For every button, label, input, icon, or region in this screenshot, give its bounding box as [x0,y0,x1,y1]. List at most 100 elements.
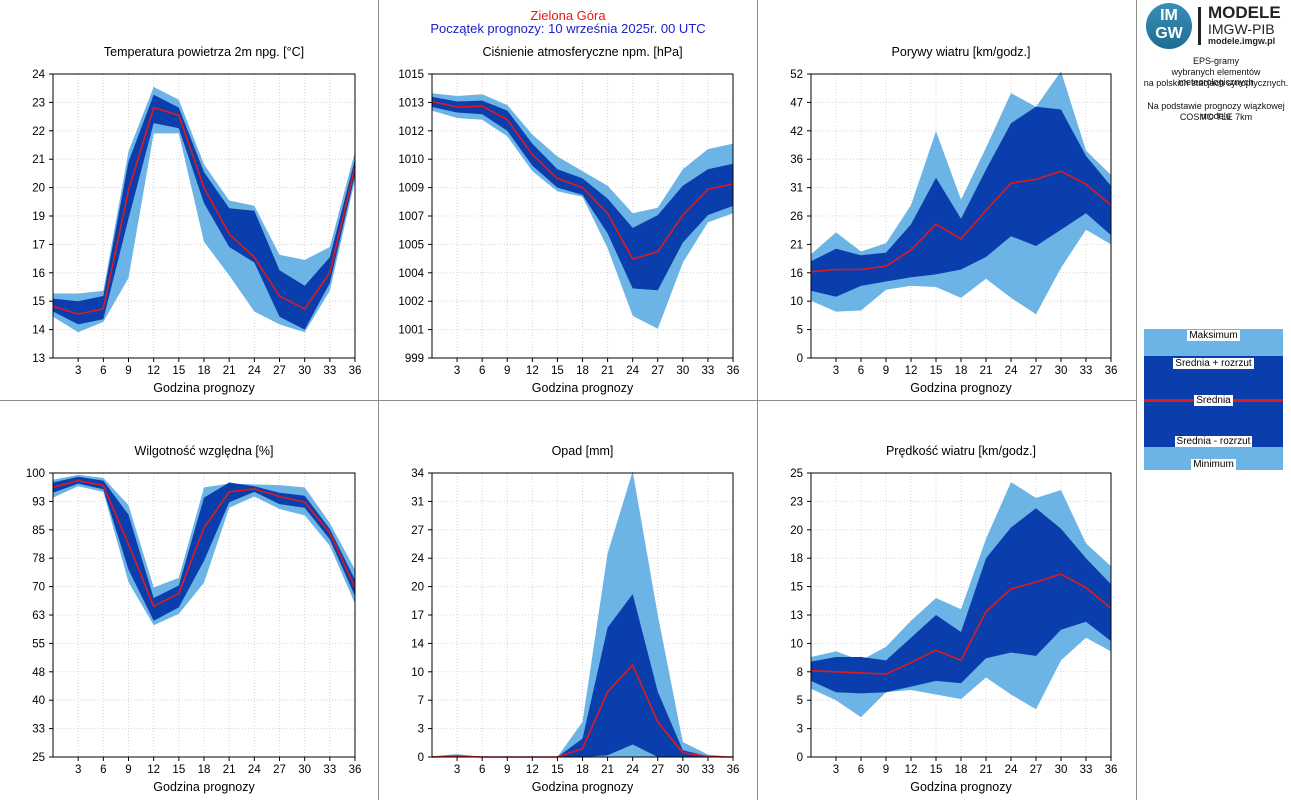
humidity-xtick-label: 18 [198,764,211,776]
legend-band-outer-bottom [1144,447,1283,470]
temperature-xtick-label: 30 [298,365,311,377]
pressure-xtick-label: 30 [676,365,689,377]
wind_gusts-xtick-label: 36 [1105,365,1118,377]
wind_gusts-ytick-label: 0 [797,353,803,365]
wind_gusts-xtick-label: 33 [1080,365,1093,377]
wind_gusts-ytick-label: 31 [790,183,803,195]
temperature-ytick-label: 16 [32,268,45,280]
humidity-mean-line [52,479,356,608]
logo-emblem-line2: GW [1155,25,1183,42]
wind_speed-xlabel: Godzina prognozy [910,780,1012,794]
pressure-xtick-label: 33 [702,365,715,377]
wind_gusts-mean-line [810,170,1112,273]
logo-url: modele.imgw.pl [1208,36,1276,46]
wind_speed-ytick-label: 3 [797,724,803,736]
wind_gusts-ytick-label: 42 [790,126,803,138]
pressure-ytick-label: 1004 [398,268,424,280]
wind_speed-ytick-label: 8 [797,667,803,679]
logo-title: MODELE [1208,3,1281,22]
description-line-2: wybranych elementów meteorologicznych [1171,67,1261,87]
precipitation-xtick-label: 24 [626,764,639,776]
humidity-chart: Wilgotność względna [%]25334048556370788… [26,444,362,794]
temperature-ytick-label: 19 [32,211,45,223]
precipitation-xlabel: Godzina prognozy [532,780,634,794]
wind_gusts-ytick-label: 21 [790,239,803,251]
wind_speed-mean-line [810,573,1112,675]
pressure-xtick-label: 21 [601,365,614,377]
humidity-xtick-label: 12 [147,764,160,776]
station-name: Zielona Góra [530,8,606,23]
precipitation-ytick-label: 27 [411,525,424,537]
description-line-1: EPS-gramy [1192,56,1239,66]
wind_speed-xtick-label: 15 [930,764,943,776]
wind_speed-ytick-label: 25 [790,468,803,480]
wind_speed-xtick-label: 27 [1030,764,1043,776]
humidity-xtick-label: 33 [323,764,336,776]
wind_gusts-xtick-label: 15 [930,365,943,377]
humidity-xtick-label: 6 [100,764,106,776]
wind_gusts-ytick-label: 16 [790,268,803,280]
precipitation-ytick-label: 14 [411,638,424,650]
wind_gusts-chart: Porywy wiatru [km/godz.]0510162126313642… [790,45,1117,395]
logo-emblem-line1: IM [1160,7,1178,24]
temperature-xtick-label: 18 [198,365,211,377]
precipitation-ytick-label: 31 [411,496,424,508]
pressure-xtick-label: 27 [651,365,664,377]
pressure-ytick-label: 1001 [398,325,424,337]
humidity-ytick-label: 55 [32,638,45,650]
temperature-xtick-label: 33 [323,365,336,377]
humidity-xtick-label: 21 [223,764,236,776]
legend: Maksimum Średnia + rozrzut Średnia Średn… [1144,329,1283,470]
wind_gusts-ytick-label: 5 [797,325,803,337]
humidity-spread-band [53,476,355,621]
humidity-ytick-label: 40 [32,695,45,707]
pressure-title: Ciśnienie atmosferyczne npm. [hPa] [482,45,682,59]
pressure-chart: Ciśnienie atmosferyczne npm. [hPa] 999 100… [398,45,739,395]
humidity-xtick-label: 9 [125,764,131,776]
humidity-xtick-label: 27 [273,764,286,776]
precipitation-xtick-label: 21 [601,764,614,776]
wind_speed-xtick-label: 18 [955,764,968,776]
wind_gusts-ytick-label: 26 [790,211,803,223]
wind_gusts-xtick-label: 3 [833,365,839,377]
pressure-xtick-label: 12 [526,365,539,377]
wind_speed-xtick-label: 21 [980,764,993,776]
precipitation-xtick-label: 3 [454,764,460,776]
precipitation-ytick-label: 20 [411,582,424,594]
wind_gusts-xtick-label: 21 [980,365,993,377]
imgw-logo[interactable]: IM GW MODELE IMGW-PIB modele.imgw.pl [1146,3,1288,49]
temperature-ytick-label: 22 [32,126,45,138]
pressure-xlabel: Godzina prognozy [532,381,634,395]
temperature-xtick-label: 15 [172,365,185,377]
humidity-ytick-label: 48 [32,667,45,679]
temperature-ytick-label: 15 [32,296,45,308]
description-line-5: COSMO TLE 7km [1179,112,1253,122]
imgw-logo-emblem: IM GW [1146,3,1192,49]
precipitation-ytick-label: 24 [411,553,424,565]
description-line-4: Na podstawie prognozy wiązkowej modelu [1147,101,1285,121]
temperature-chart: Temperatura powietrza 2m npg. [°C] 13 14 15… [32,45,361,395]
legend-label-min: Minimum [1191,459,1236,470]
temperature-ytick-label: 21 [32,154,45,166]
precipitation-ytick-label: 3 [418,724,424,736]
temperature-xtick-label: 21 [223,365,236,377]
temperature-mean-line [52,106,356,315]
wind_gusts-xtick-label: 9 [883,365,889,377]
pressure-xtick-label: 9 [504,365,510,377]
humidity-title: Wilgotność względna [%] [135,444,274,458]
wind_speed-xtick-label: 9 [883,764,889,776]
wind_speed-xtick-label: 33 [1080,764,1093,776]
wind_speed-xtick-label: 36 [1105,764,1118,776]
temperature-ytick-label: 20 [32,183,45,195]
wind_speed-title: Prędkość wiatru [km/godz.] [886,444,1036,458]
wind_speed-xtick-label: 3 [833,764,839,776]
temperature-xtick-label: 12 [147,365,160,377]
wind_gusts-xtick-label: 27 [1030,365,1043,377]
wind_speed-chart: Prędkość wiatru [km/godz.] 0 3 5 8 10 13 15 18 20… [790,444,1117,794]
pressure-xtick-label: 3 [454,365,460,377]
wind_speed-ytick-label: 20 [790,525,803,537]
humidity-xlabel: Godzina prognozy [153,780,255,794]
temperature-ytick-label: 24 [32,69,45,81]
